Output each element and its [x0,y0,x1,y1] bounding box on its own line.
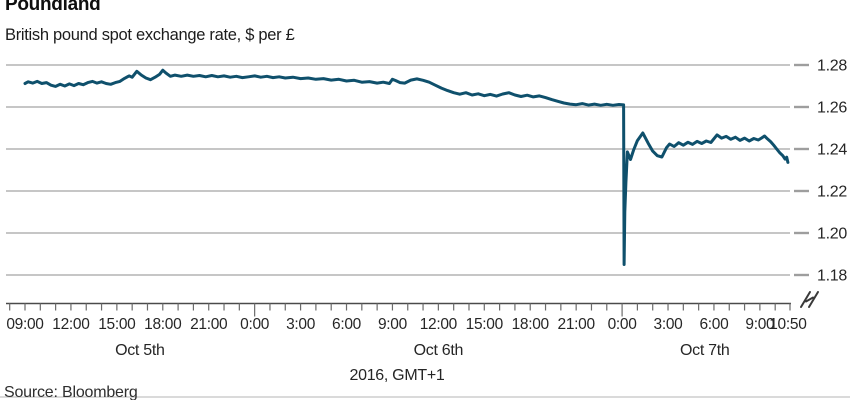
y-tick-label: 1.20 [817,226,847,243]
x-tick-label: 09:00 [6,316,44,333]
price-line [23,68,790,266]
bottom-divider [0,396,850,398]
day-label: Oct 6th [414,342,463,359]
y-tick-label: 1.24 [817,142,847,159]
x-tick-label: 3:00 [654,316,684,333]
y-tick-label: 1.18 [817,268,847,285]
x-axis-title: 2016, GMT+1 [350,367,445,384]
x-tick-label: 6:00 [332,316,362,333]
y-tick-label: 1.26 [817,100,847,117]
x-tick-label: 15:00 [466,316,504,333]
x-tick-label: 0:00 [608,316,638,333]
day-label: Oct 5th [115,342,164,359]
x-tick-label: 12:00 [420,316,458,333]
y-tick-label: 1.22 [817,184,847,201]
axis-break-icon [800,291,819,308]
x-tick-label: 18:00 [144,316,182,333]
day-label: Oct 7th [680,342,729,359]
source-label: Source: Bloomberg [4,384,138,400]
x-tick-label: 15:00 [98,316,136,333]
chart-subtitle: British pound spot exchange rate, $ per … [5,26,295,44]
x-tick-label: 21:00 [558,316,596,333]
x-tick-label: 9:00 [378,316,408,333]
x-tick-label: 3:00 [286,316,316,333]
x-tick-label: 18:00 [512,316,550,333]
x-tick-label: 12:00 [52,316,90,333]
chart-title: Poundland [5,0,101,15]
x-tick-label: 10:50 [769,316,807,333]
y-tick-label: 1.28 [817,58,847,75]
x-tick-label: 0:00 [240,316,270,333]
x-tick-label: 9:00 [745,316,775,333]
x-tick-label: 21:00 [190,316,228,333]
x-tick-label: 6:00 [699,316,729,333]
